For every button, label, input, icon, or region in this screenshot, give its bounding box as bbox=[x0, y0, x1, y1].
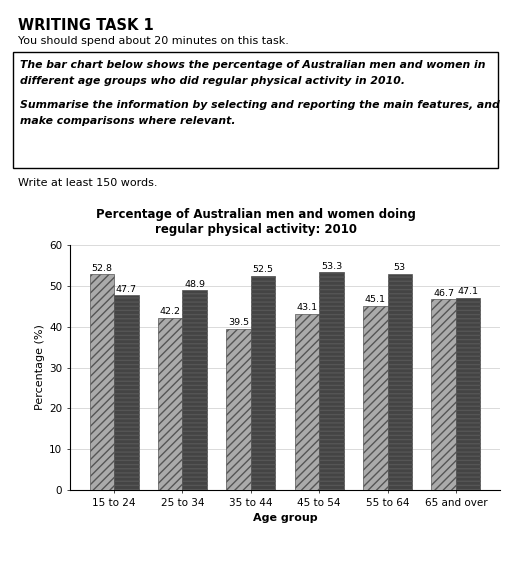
Text: different age groups who did regular physical activity in 2010.: different age groups who did regular phy… bbox=[20, 76, 405, 86]
Text: Write at least 150 words.: Write at least 150 words. bbox=[18, 178, 158, 188]
Text: Summarise the information by selecting and reporting the main features, and: Summarise the information by selecting a… bbox=[20, 100, 500, 110]
Text: 47.1: 47.1 bbox=[458, 287, 479, 296]
Text: The bar chart below shows the percentage of Australian men and women in: The bar chart below shows the percentage… bbox=[20, 60, 485, 70]
Text: 53: 53 bbox=[394, 263, 406, 272]
Bar bbox=[456, 298, 480, 490]
Bar bbox=[363, 306, 388, 490]
Bar bbox=[158, 318, 182, 490]
Text: Percentage of Australian men and women doing: Percentage of Australian men and women d… bbox=[96, 208, 416, 221]
Bar bbox=[114, 295, 139, 490]
Bar bbox=[90, 275, 114, 490]
Bar bbox=[13, 52, 498, 168]
Text: 52.5: 52.5 bbox=[252, 265, 273, 274]
Y-axis label: Percentage (%): Percentage (%) bbox=[35, 325, 45, 410]
Text: 48.9: 48.9 bbox=[184, 280, 205, 289]
Bar bbox=[388, 273, 412, 490]
X-axis label: Age group: Age group bbox=[253, 513, 317, 523]
Text: 47.7: 47.7 bbox=[116, 285, 137, 293]
Bar bbox=[431, 299, 456, 490]
Bar bbox=[182, 290, 207, 490]
Text: 42.2: 42.2 bbox=[160, 307, 181, 316]
Text: 52.8: 52.8 bbox=[91, 264, 112, 273]
Text: 53.3: 53.3 bbox=[321, 262, 342, 270]
Text: 39.5: 39.5 bbox=[228, 318, 249, 327]
Text: WRITING TASK 1: WRITING TASK 1 bbox=[18, 18, 154, 33]
Text: 45.1: 45.1 bbox=[365, 295, 386, 304]
Bar bbox=[319, 272, 344, 490]
Text: 46.7: 46.7 bbox=[433, 289, 454, 298]
Text: You should spend about 20 minutes on this task.: You should spend about 20 minutes on thi… bbox=[18, 36, 289, 46]
Text: make comparisons where relevant.: make comparisons where relevant. bbox=[20, 116, 236, 126]
Bar bbox=[226, 329, 251, 490]
Bar bbox=[294, 314, 319, 490]
Text: 43.1: 43.1 bbox=[296, 303, 317, 312]
Bar bbox=[251, 276, 275, 490]
Text: regular physical activity: 2010: regular physical activity: 2010 bbox=[155, 223, 357, 236]
